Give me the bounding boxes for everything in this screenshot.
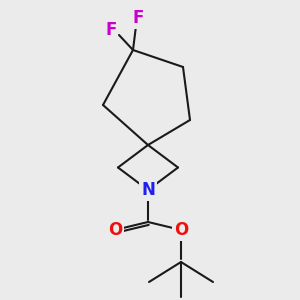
Text: N: N bbox=[141, 181, 155, 199]
Text: F: F bbox=[132, 9, 144, 27]
Text: O: O bbox=[174, 221, 188, 239]
Text: O: O bbox=[108, 221, 122, 239]
Text: F: F bbox=[105, 21, 117, 39]
